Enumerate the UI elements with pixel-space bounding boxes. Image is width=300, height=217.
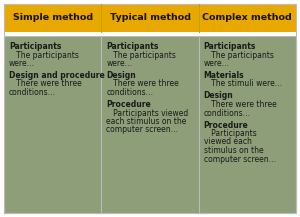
Text: There were three: There were three [204,100,276,109]
Text: Participants: Participants [204,129,256,138]
Text: viewed each: viewed each [204,138,251,146]
Text: Design: Design [204,92,233,100]
Text: The participants: The participants [106,51,176,59]
Text: were…: were… [204,59,230,68]
Bar [101,4,199,32]
Text: conditions…: conditions… [204,108,251,117]
Text: Design: Design [106,71,136,80]
Text: conditions…: conditions… [9,88,56,97]
Text: Procedure: Procedure [106,100,151,109]
Text: There were three: There were three [9,79,82,89]
Text: The stimuli were…: The stimuli were… [204,79,282,89]
Text: stimulus on the: stimulus on the [204,146,263,155]
Bar [199,4,296,32]
Text: Participants: Participants [106,42,159,51]
Text: Typical method: Typical method [110,13,190,23]
Text: computer screen…: computer screen… [106,125,178,135]
Text: Complex method: Complex method [202,13,292,23]
Text: The participants: The participants [9,51,79,59]
Text: were…: were… [9,59,35,68]
Text: Simple method: Simple method [13,13,93,23]
Text: Procedure: Procedure [204,120,248,130]
Text: computer screen…: computer screen… [204,155,276,163]
Text: Participants viewed: Participants viewed [106,108,189,117]
Text: Design and procedure: Design and procedure [9,71,105,80]
Bar [4,36,296,213]
Text: There were three: There were three [106,79,179,89]
Text: Materials: Materials [204,71,244,80]
Text: each stimulus on the: each stimulus on the [106,117,187,126]
Text: Participants: Participants [204,42,256,51]
Text: Participants: Participants [9,42,62,51]
Bar [4,4,101,32]
Text: conditions…: conditions… [106,88,154,97]
Text: The participants: The participants [204,51,274,59]
Text: were…: were… [106,59,133,68]
